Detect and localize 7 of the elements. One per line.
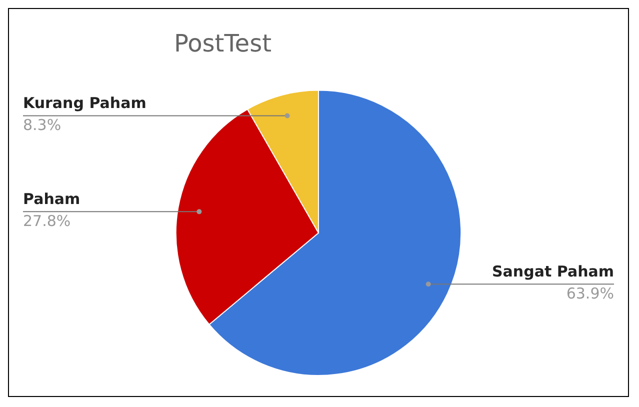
data-label: 8.3% <box>23 116 62 134</box>
data-label: 27.8% <box>23 212 71 230</box>
slice-label: Paham <box>23 190 80 208</box>
data-label: 63.9% <box>566 284 614 303</box>
slice-label: Kurang Paham <box>23 94 146 112</box>
slice-label: Sangat Paham <box>492 262 614 281</box>
chart-title: PostTest <box>174 30 272 58</box>
